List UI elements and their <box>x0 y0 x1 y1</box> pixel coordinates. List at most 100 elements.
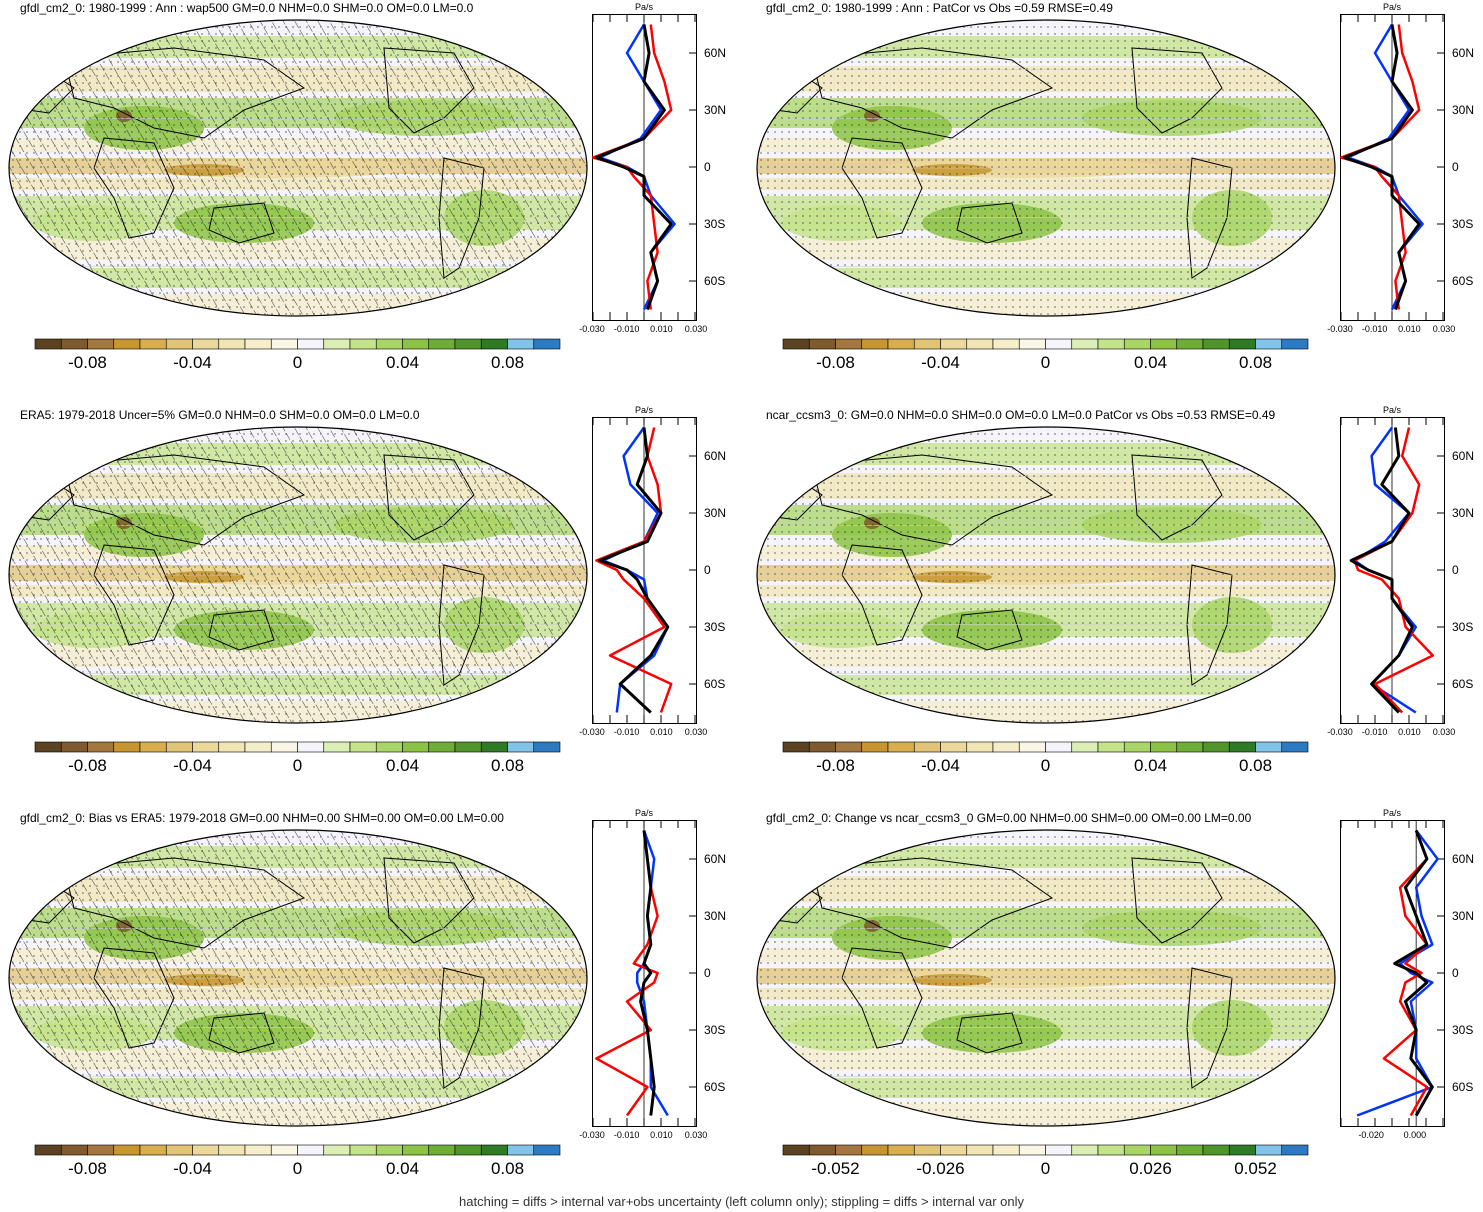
colorbar-swatch <box>34 741 62 753</box>
global-map <box>756 19 1336 317</box>
colorbar-swatch <box>113 1144 141 1156</box>
colorbar-swatch <box>60 741 88 753</box>
colorbar-swatch <box>454 338 482 350</box>
hatching-overlay <box>9 20 587 316</box>
plot-panel: gfdl_cm2_0: 1980-1999 : Ann : PatCor vs … <box>748 0 1483 400</box>
footnote: hatching = diffs > internal var+obs unce… <box>459 1194 1024 1209</box>
profile-xtick-label: 0.010 <box>1398 727 1421 737</box>
colorbar-swatch <box>1123 1144 1151 1156</box>
colorbar-swatch <box>113 741 141 753</box>
colorbar-swatch <box>349 741 377 753</box>
profile-unit: Pa/s <box>634 2 654 12</box>
colorbar-label: -0.04 <box>173 353 212 372</box>
colorbar-swatch <box>87 1144 115 1156</box>
colorbar-swatch <box>428 1144 456 1156</box>
colorbar-swatch <box>835 1144 863 1156</box>
colorbar-label: 0.04 <box>1133 756 1168 775</box>
hatching-overlay <box>9 427 587 723</box>
lat-label: 30N <box>704 909 727 923</box>
stippling-overlay <box>757 830 1335 1126</box>
colorbar-swatch <box>1123 338 1151 350</box>
colorbar-label: 0.08 <box>490 1159 525 1178</box>
colorbar-swatch <box>297 1144 325 1156</box>
colorbar-label: 0.04 <box>1133 353 1168 372</box>
colorbar-label: 0.052 <box>1234 1159 1277 1178</box>
map-border <box>756 426 1336 724</box>
lat-label: 60S <box>1452 677 1474 691</box>
colorbar-swatch <box>1281 338 1309 350</box>
lat-label: 60N <box>704 46 727 60</box>
hatching-overlay <box>9 830 587 1126</box>
colorbar-swatch <box>533 1144 561 1156</box>
colorbar-swatch <box>480 741 508 753</box>
colorbar-swatch <box>454 1144 482 1156</box>
profile-xtick-label: 0.010 <box>650 727 673 737</box>
colorbar-swatch <box>323 338 351 350</box>
profile-frame <box>1340 14 1445 321</box>
colorbar-label: -0.08 <box>816 353 855 372</box>
global-map <box>8 19 588 317</box>
colorbar-swatch <box>244 338 272 350</box>
map-border <box>8 19 588 317</box>
profile-line-black <box>594 24 673 311</box>
colorbar-swatch <box>966 338 994 350</box>
colorbar-label: 0.08 <box>1238 756 1273 775</box>
colorbar-label: 0.04 <box>385 756 420 775</box>
colorbar-swatch <box>244 741 272 753</box>
lat-label: 30N <box>704 103 727 117</box>
colorbar-swatch <box>1071 1144 1099 1156</box>
colorbar-swatch <box>782 741 810 753</box>
colorbar-swatch <box>992 338 1020 350</box>
colorbar-swatch <box>428 741 456 753</box>
colorbar-swatch <box>139 338 167 350</box>
colorbar-swatch <box>349 1144 377 1156</box>
colorbar-swatch <box>1228 338 1256 350</box>
profile-xtick-label: -0.030 <box>579 1130 605 1140</box>
profile-line-black <box>598 427 670 714</box>
colorbar-label: -0.08 <box>68 353 107 372</box>
profile-unit: Pa/s <box>1382 808 1402 818</box>
profile-frame <box>1340 417 1445 724</box>
panel-title: ERA5: 1979-2018 Uncer=5% GM=0.0 NHM=0.0 … <box>20 408 420 422</box>
colorbar-swatch <box>34 338 62 350</box>
map-border <box>756 19 1336 317</box>
profile-line-blue <box>1346 23 1424 311</box>
colorbar-swatch <box>1150 1144 1178 1156</box>
colorbar-swatch <box>1018 338 1046 350</box>
colorbar-swatch <box>218 1144 246 1156</box>
lat-label: 60S <box>1452 274 1474 288</box>
colorbar-label: -0.026 <box>916 1159 965 1178</box>
colorbar-swatch <box>402 1144 430 1156</box>
profile-line-black <box>1342 24 1421 311</box>
colorbar-label: -0.04 <box>173 756 212 775</box>
plot-panel: gfdl_cm2_0: Bias vs ERA5: 1979-2018 GM=0… <box>0 806 735 1206</box>
profile-line-red <box>1353 427 1435 714</box>
colorbar-swatch <box>1202 741 1230 753</box>
profile-xtick-label: 0.030 <box>1432 324 1456 334</box>
profile-line-red <box>595 427 673 713</box>
lat-label: 30S <box>704 620 726 634</box>
colorbar-swatch <box>375 741 403 753</box>
plot-panel: gfdl_cm2_0: 1980-1999 : Ann : wap500 GM=… <box>0 0 735 400</box>
colorbar-swatch <box>34 1144 62 1156</box>
colorbar-swatch <box>1018 741 1046 753</box>
colorbar-swatch <box>480 338 508 350</box>
colorbar-swatch <box>402 338 430 350</box>
colorbar-swatch <box>782 1144 810 1156</box>
profile-unit: Pa/s <box>1382 2 1402 12</box>
colorbar <box>34 1144 561 1156</box>
colorbar-label: -0.08 <box>68 1159 107 1178</box>
colorbar-swatch <box>1255 338 1283 350</box>
colorbar-swatch <box>270 1144 298 1156</box>
profile-xtick-label: -0.010 <box>1361 324 1388 334</box>
profile-line-blue <box>598 23 676 311</box>
plot-panel: ERA5: 1979-2018 Uncer=5% GM=0.0 NHM=0.0 … <box>0 403 735 803</box>
profile-xtick-label: 0.030 <box>1432 727 1456 737</box>
global-map <box>756 829 1336 1127</box>
profile-xtick-label: -0.010 <box>1361 727 1388 737</box>
profile-unit: Pa/s <box>1382 405 1402 415</box>
lat-label: 0 <box>704 563 711 577</box>
lat-label: 30S <box>1452 1023 1474 1037</box>
colorbar-swatch <box>244 1144 272 1156</box>
profile-unit: Pa/s <box>634 405 654 415</box>
